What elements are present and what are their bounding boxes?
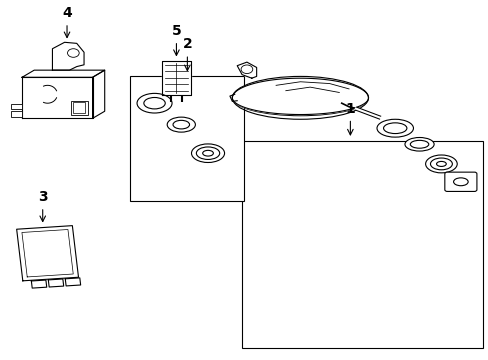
Ellipse shape [404,138,433,151]
Ellipse shape [167,117,195,132]
Polygon shape [232,78,368,114]
Polygon shape [22,77,92,118]
Ellipse shape [425,155,456,173]
Ellipse shape [191,144,224,162]
Ellipse shape [137,93,172,113]
Polygon shape [17,226,79,281]
Ellipse shape [376,119,413,137]
Bar [11,111,22,117]
Bar [71,100,87,115]
Polygon shape [52,42,84,70]
Polygon shape [162,61,191,95]
Ellipse shape [232,80,368,116]
Bar [73,102,85,113]
Text: 2: 2 [182,37,192,71]
Text: 1: 1 [345,102,354,135]
Bar [242,141,482,348]
Polygon shape [92,70,104,118]
Text: 5: 5 [171,24,181,55]
Bar [11,104,22,109]
Text: 3: 3 [38,190,47,221]
Bar [130,76,244,202]
FancyBboxPatch shape [444,172,476,192]
Polygon shape [22,70,104,77]
Polygon shape [237,62,256,78]
Text: 4: 4 [62,6,72,37]
